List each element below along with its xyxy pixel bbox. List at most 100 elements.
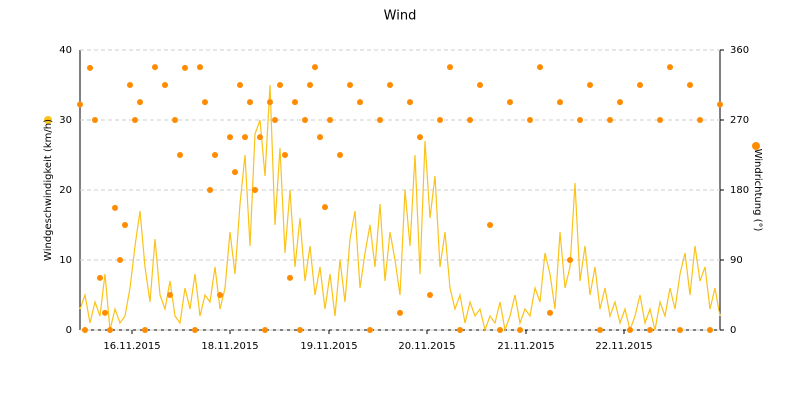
direction-point [547, 309, 553, 316]
direction-point [127, 82, 133, 88]
direction-point [277, 82, 283, 88]
direction-point [197, 64, 203, 71]
direction-point [587, 82, 593, 88]
direction-point [217, 292, 223, 298]
y2-axis-label: Windrichtung (°) [752, 149, 763, 232]
y2-tick-label: 270 [730, 115, 749, 126]
direction-point [287, 274, 293, 281]
direction-point [677, 327, 683, 333]
direction-point [242, 134, 248, 141]
legend-marker [44, 116, 52, 124]
x-tick-label: 22.11.2015 [595, 341, 652, 352]
direction-point [347, 82, 353, 88]
direction-point [92, 117, 98, 123]
direction-point [172, 117, 178, 123]
direction-point [437, 117, 443, 123]
direction-point [537, 64, 543, 71]
direction-point [132, 117, 138, 123]
direction-point [517, 327, 523, 333]
y2-tick-label: 180 [730, 185, 749, 196]
direction-point [697, 117, 703, 123]
y2-tick-label: 90 [730, 255, 743, 266]
y-axis-label: Windgeschwindigkeit (km/h) [43, 119, 54, 261]
direction-point [257, 134, 263, 141]
direction-point [487, 222, 493, 228]
x-tick-label: 20.11.2015 [398, 341, 455, 352]
direction-point [77, 101, 83, 108]
direction-point [417, 134, 423, 141]
direction-point [527, 117, 533, 123]
direction-point [647, 327, 653, 333]
y-tick-label: 0 [66, 325, 72, 336]
direction-point [707, 327, 713, 333]
direction-point [657, 117, 663, 123]
direction-point [267, 99, 273, 106]
speed-line [79, 84, 721, 333]
direction-point [202, 99, 208, 106]
direction-point [507, 99, 513, 106]
direction-point [317, 134, 323, 141]
direction-point [262, 327, 268, 333]
direction-point [152, 64, 158, 71]
direction-point [687, 82, 693, 88]
direction-point [102, 309, 108, 316]
direction-point [182, 64, 188, 71]
direction-point [377, 117, 383, 123]
chart-title: Wind [384, 9, 417, 24]
x-tick-label: 18.11.2015 [201, 341, 258, 352]
direction-point [717, 101, 723, 108]
direction-point [597, 327, 603, 333]
direction-point [232, 169, 238, 176]
direction-point [162, 82, 168, 88]
direction-point [617, 99, 623, 106]
direction-point [637, 82, 643, 88]
direction-point [252, 187, 258, 193]
direction-point [122, 222, 128, 228]
direction-point [457, 327, 463, 333]
direction-point [497, 327, 503, 333]
direction-point [427, 292, 433, 298]
direction-point [297, 327, 303, 333]
direction-point [397, 309, 403, 316]
direction-point [212, 152, 218, 158]
direction-point [367, 327, 373, 333]
direction-point [177, 152, 183, 158]
direction-point [387, 82, 393, 88]
direction-point [237, 82, 243, 88]
direction-point [567, 257, 573, 263]
direction-point [97, 274, 103, 281]
direction-point [82, 327, 88, 333]
direction-point [477, 82, 483, 88]
direction-point [667, 64, 673, 71]
direction-point [357, 99, 363, 106]
direction-point [107, 327, 113, 333]
direction-point [337, 152, 343, 158]
direction-point [322, 204, 328, 211]
y-tick-label: 40 [59, 45, 72, 56]
direction-point [142, 327, 148, 333]
direction-point [577, 117, 583, 123]
direction-point [557, 99, 563, 106]
direction-point [292, 99, 298, 106]
direction-point [272, 117, 278, 123]
y-tick-label: 30 [59, 115, 72, 126]
y-tick-label: 20 [59, 185, 72, 196]
direction-point [207, 187, 213, 193]
direction-point [447, 64, 453, 71]
y-tick-label: 10 [59, 255, 72, 266]
direction-point [607, 117, 613, 123]
direction-point [117, 257, 123, 263]
x-tick-label: 19.11.2015 [300, 341, 357, 352]
direction-point [467, 117, 473, 123]
direction-point [137, 99, 143, 106]
x-tick-label: 21.11.2015 [497, 341, 554, 352]
direction-point [247, 99, 253, 106]
direction-point [327, 117, 333, 123]
direction-point [167, 292, 173, 298]
x-tick-label: 16.11.2015 [103, 341, 160, 352]
direction-point [312, 64, 318, 71]
legend-marker [752, 142, 760, 150]
direction-point [407, 99, 413, 106]
direction-point [302, 117, 308, 123]
